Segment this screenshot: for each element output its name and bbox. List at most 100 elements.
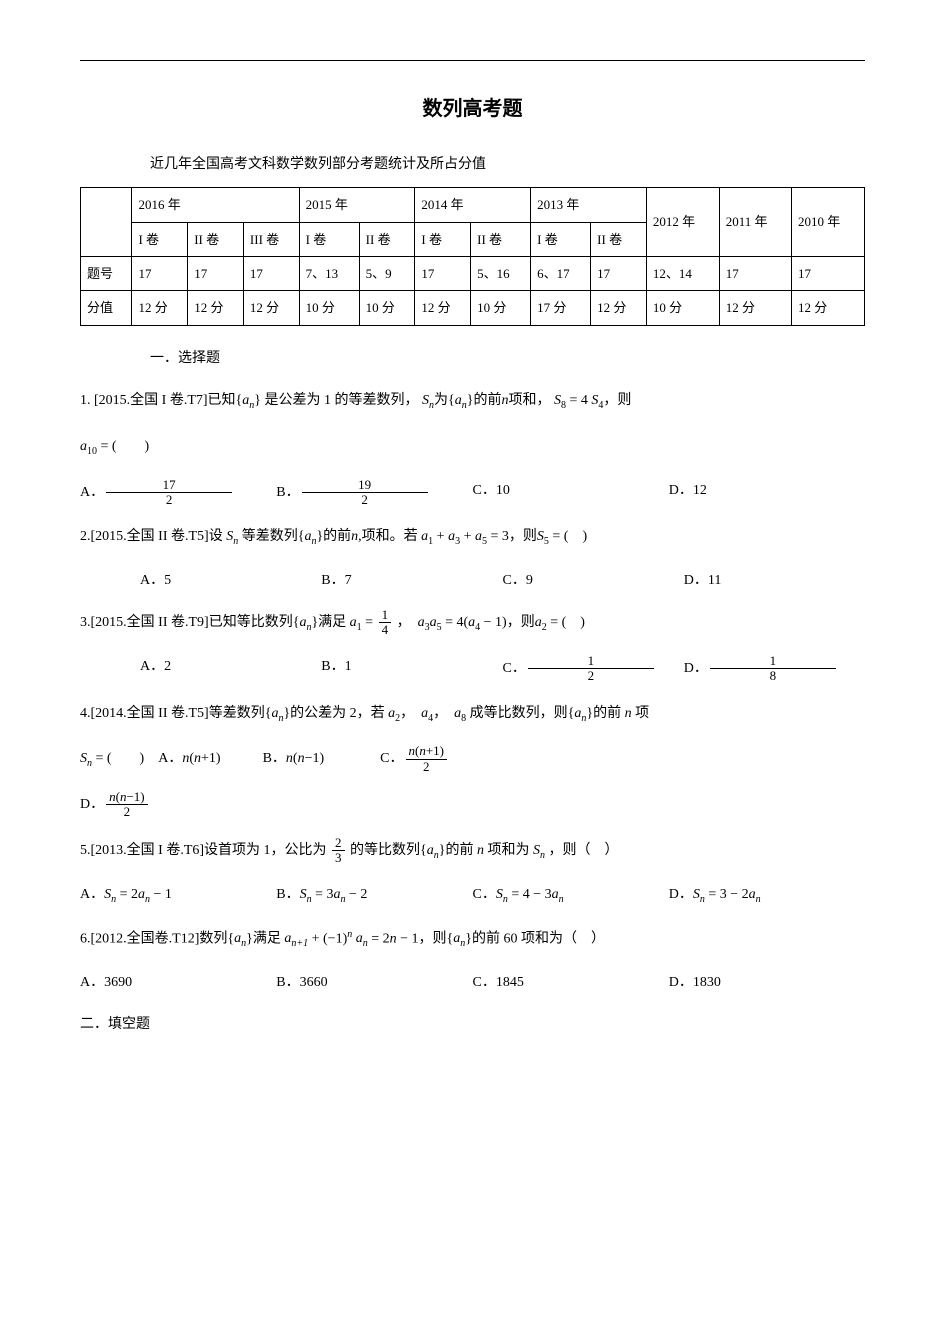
paper-cell: II 卷 <box>188 222 244 256</box>
q4-text: 项 <box>635 706 649 721</box>
q1-text: ，则 <box>603 393 631 408</box>
q1-text: 项和， <box>508 393 550 408</box>
q2-opt-b: B．7 <box>321 568 502 593</box>
table-row: 题号 17 17 17 7、13 5、9 17 5、16 6、17 17 12、… <box>81 256 865 290</box>
section-2-title: 二．填空题 <box>80 1010 865 1041</box>
data-cell: 12 分 <box>132 291 188 325</box>
data-cell: 17 <box>591 256 647 290</box>
subtitle: 近几年全国高考文科数学数列部分考题统计及所占分值 <box>150 152 865 177</box>
q5-text: 的等比数列 <box>350 843 420 858</box>
question-4-optd: D．n(n−1)2 <box>80 790 865 821</box>
year-cell: 2013 年 <box>531 188 647 222</box>
q3-text: ，则 <box>507 615 535 630</box>
q3-opt-a: A．2 <box>140 654 321 684</box>
data-cell: 12 分 <box>188 291 244 325</box>
data-cell: 17 <box>188 256 244 290</box>
q1-opt-a: A．172 <box>80 478 276 508</box>
q2-options: A．5 B．7 C．9 D．11 <box>140 568 865 593</box>
question-4: 4.[2014.全国 II 卷.T5]等差数列{an}的公差为 2，若 a2， … <box>80 699 865 730</box>
q1-text: 的前 <box>473 393 501 408</box>
question-6: 6.[2012.全国卷.T12]数列{an}满足 an+1 + (−1)n an… <box>80 924 865 955</box>
data-cell: 17 <box>719 256 791 290</box>
page-title: 数列高考题 <box>80 91 865 127</box>
q6-opt-d: D．1830 <box>669 970 865 995</box>
year-cell: 2014 年 <box>415 188 531 222</box>
q2-opt-a: A．5 <box>140 568 321 593</box>
data-cell: 17 <box>132 256 188 290</box>
data-cell: 12 分 <box>591 291 647 325</box>
data-cell: 17 分 <box>531 291 591 325</box>
data-cell: 12 分 <box>415 291 471 325</box>
q2-text: ，则 <box>509 529 537 544</box>
table-row: 2016 年 2015 年 2014 年 2013 年 2012 年 2011 … <box>81 188 865 222</box>
question-3: 3.[2015.全国 II 卷.T9]已知等比数列{an}满足 a1 = 14 … <box>80 608 865 639</box>
q6-text: ，则 <box>419 931 447 946</box>
q5-opt-b: B．Sn = 3an − 2 <box>276 882 472 909</box>
data-cell: 10 分 <box>299 291 359 325</box>
q4-text: 4.[2014.全国 II 卷.T5]等差数列 <box>80 706 265 721</box>
q3-opt-b: B．1 <box>321 654 502 684</box>
q1-options: A．172 B．192 C．10 D．12 <box>80 478 865 508</box>
q2-text: 2.[2015.全国 II 卷.T5]设 <box>80 529 223 544</box>
question-1-a10: a10 = ( ) <box>80 432 865 463</box>
question-4-sn: Sn = ( ) A．n(n+1) B．n(n−1) C．n(n+1)2 <box>80 744 865 775</box>
q2-text: 等差数列 <box>242 529 298 544</box>
year-cell: 2012 年 <box>646 188 719 257</box>
data-cell: 12 分 <box>792 291 865 325</box>
row-label: 分值 <box>81 291 132 325</box>
data-cell: 12 分 <box>719 291 791 325</box>
data-cell: 12、14 <box>646 256 719 290</box>
data-cell: 12 分 <box>243 291 299 325</box>
year-cell: 2010 年 <box>792 188 865 257</box>
data-cell: 7、13 <box>299 256 359 290</box>
year-cell: 2015 年 <box>299 188 415 222</box>
score-table: 2016 年 2015 年 2014 年 2013 年 2012 年 2011 … <box>80 187 865 326</box>
q5-text: 项和为 <box>488 843 530 858</box>
data-cell: 5、9 <box>359 256 415 290</box>
data-cell: 10 分 <box>359 291 415 325</box>
q3-opt-c: C．12 <box>503 654 684 684</box>
year-cell: 2016 年 <box>132 188 299 222</box>
paper-cell: I 卷 <box>531 222 591 256</box>
data-cell: 17 <box>792 256 865 290</box>
data-cell: 10 分 <box>646 291 719 325</box>
row-label: 题号 <box>81 256 132 290</box>
top-rule <box>80 60 865 61</box>
q4-text: 的公差为 2，若 <box>290 706 385 721</box>
q6-options: A．3690 B．3660 C．1845 D．1830 <box>80 970 865 995</box>
q5-opt-d: D．Sn = 3 − 2an <box>669 882 865 909</box>
q6-opt-b: B．3660 <box>276 970 472 995</box>
q5-text: 5.[2013.全国 I 卷.T6]设首项为 1，公比为 <box>80 843 327 858</box>
data-cell: 17 <box>243 256 299 290</box>
q5-opt-a: A．Sn = 2an − 1 <box>80 882 276 909</box>
q3-text: 满足 <box>318 615 346 630</box>
q6-opt-a: A．3690 <box>80 970 276 995</box>
q1-opt-c: C．10 <box>473 478 669 508</box>
data-cell: 5、16 <box>471 256 531 290</box>
paper-cell: I 卷 <box>415 222 471 256</box>
data-cell: 10 分 <box>471 291 531 325</box>
question-5: 5.[2013.全国 I 卷.T6]设首项为 1，公比为 23 的等比数列{an… <box>80 836 865 867</box>
q1-opt-d: D．12 <box>669 478 865 508</box>
q2-text: 的前 <box>323 529 351 544</box>
q5-text: 的前 <box>446 843 474 858</box>
paper-cell: I 卷 <box>299 222 359 256</box>
q3-options: A．2 B．1 C．12 D．18 <box>140 654 865 684</box>
q5-opt-c: C．Sn = 4 − 3an <box>473 882 669 909</box>
q6-text: 6.[2012.全国卷.T12]数列 <box>80 931 227 946</box>
q2-opt-c: C．9 <box>503 568 684 593</box>
q6-text: 满足 <box>253 931 281 946</box>
q4-text: 的前 <box>593 706 621 721</box>
q3-text: 3.[2015.全国 II 卷.T9]已知等比数列 <box>80 615 293 630</box>
paper-cell: I 卷 <box>132 222 188 256</box>
paper-cell: II 卷 <box>359 222 415 256</box>
q3-opt-d: D．18 <box>684 654 865 684</box>
paper-cell: II 卷 <box>591 222 647 256</box>
q2-opt-d: D．11 <box>684 568 865 593</box>
year-cell: 2011 年 <box>719 188 791 257</box>
q6-opt-c: C．1845 <box>473 970 669 995</box>
q6-text: 的前 60 项和为（ ） <box>472 931 605 946</box>
question-2: 2.[2015.全国 II 卷.T5]设 Sn 等差数列{an}的前n,项和。若… <box>80 522 865 553</box>
q2-text: 项和。若 <box>362 529 418 544</box>
q5-options: A．Sn = 2an − 1 B．Sn = 3an − 2 C．Sn = 4 −… <box>80 882 865 909</box>
